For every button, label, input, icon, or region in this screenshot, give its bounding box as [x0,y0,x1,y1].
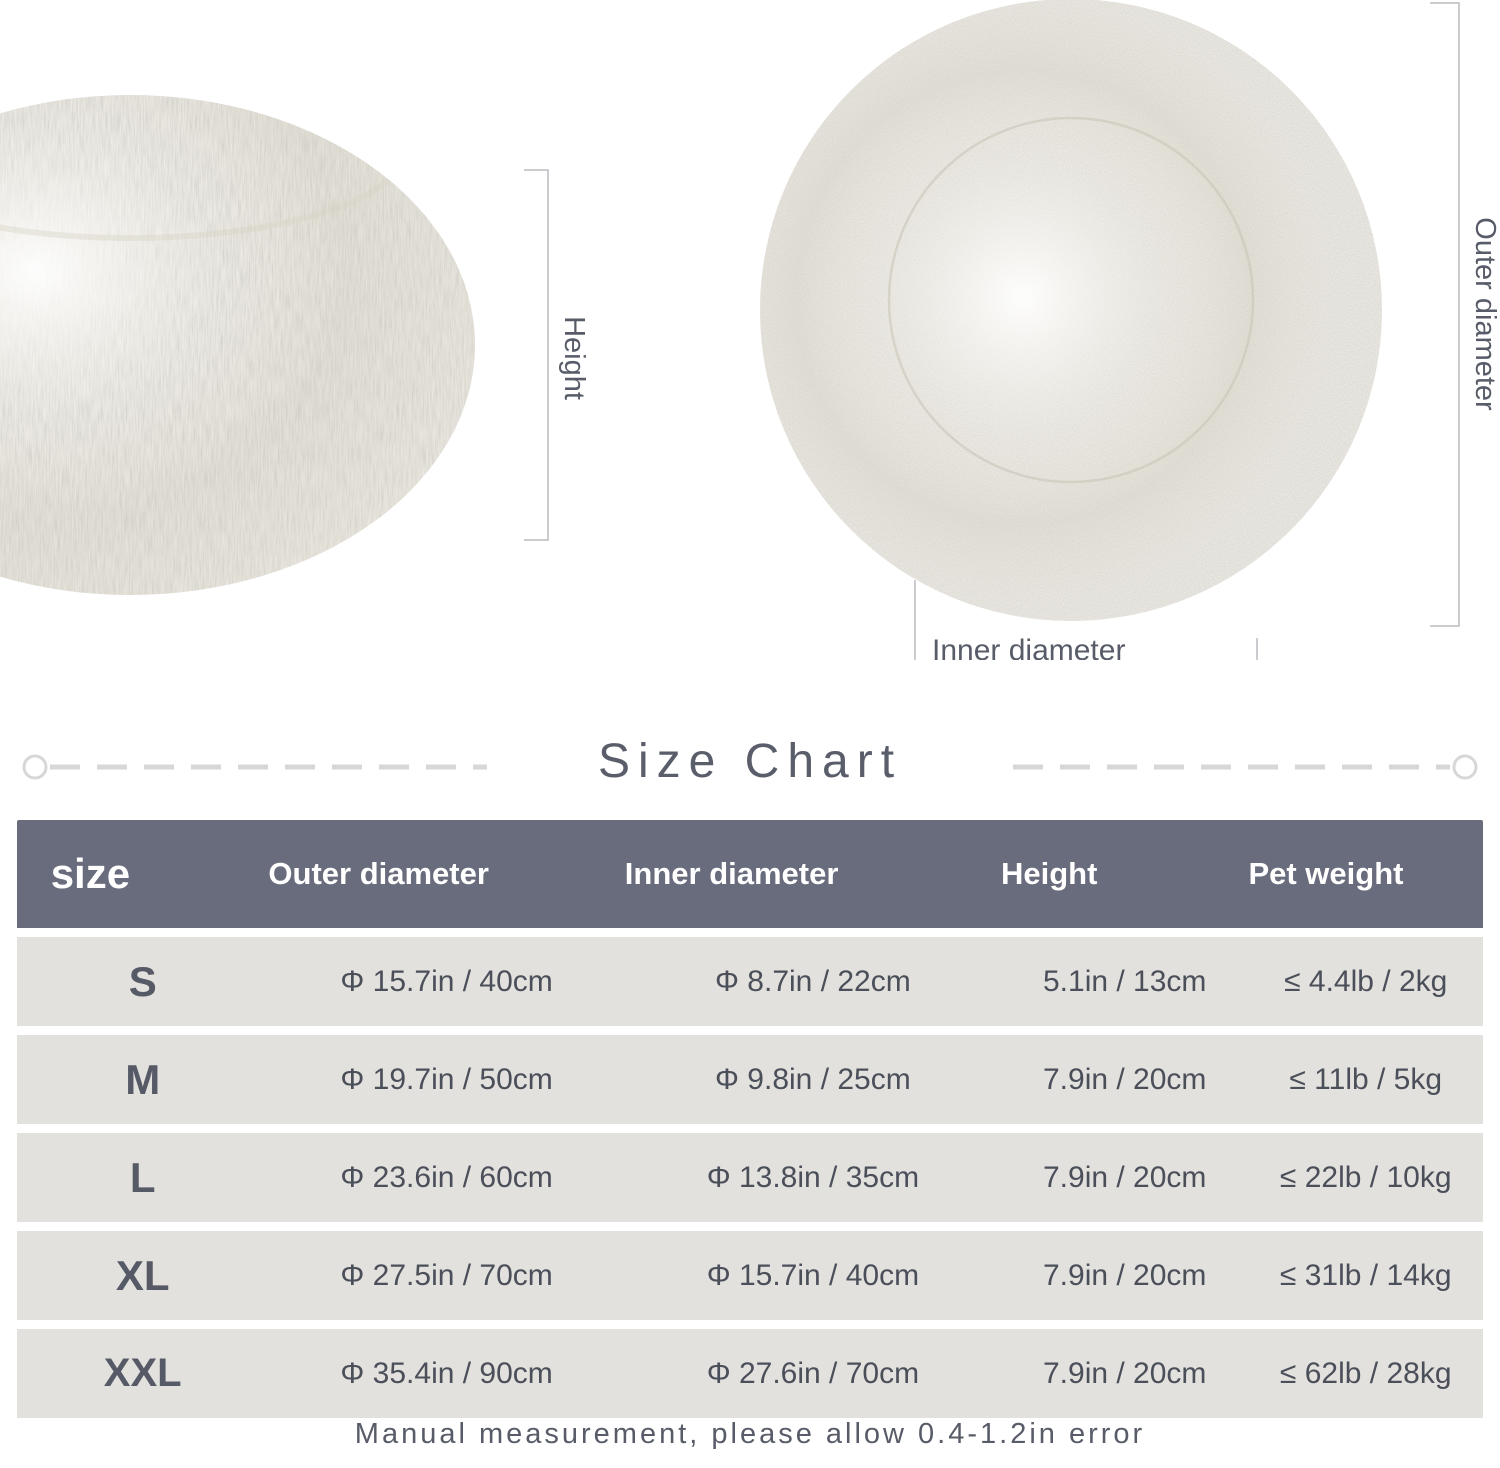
svg-text:Outer diameter: Outer diameter [1469,217,1500,411]
svg-text:Height: Height [558,316,590,400]
svg-text:Inner diameter: Inner diameter [932,634,1125,660]
